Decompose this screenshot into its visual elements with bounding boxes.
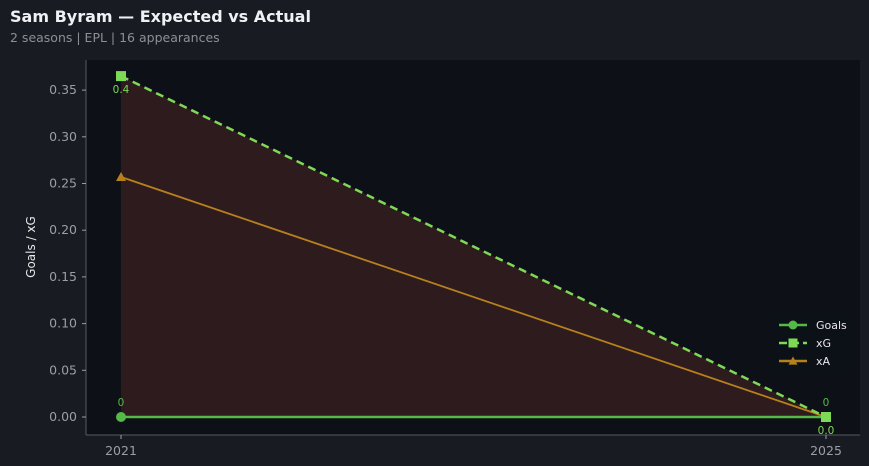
x-tick-label: 2025 <box>810 443 842 458</box>
xg-point <box>821 412 831 422</box>
y-tick-label: 0.25 <box>49 176 77 191</box>
xg-point <box>116 71 126 82</box>
y-tick-label: 0.10 <box>49 316 77 331</box>
xa-line <box>120 176 827 418</box>
goals-data-label: 0 <box>118 397 125 409</box>
chart-subtitle: 2 seasons | EPL | 16 appearances <box>10 30 220 45</box>
legend-label-xg: xG <box>816 337 831 350</box>
xg-line <box>120 74 827 419</box>
chart-title: Sam Byram — Expected vs Actual <box>10 7 311 26</box>
y-tick-label: 0.35 <box>49 82 77 97</box>
xg-data-label: 0.4 <box>113 84 130 96</box>
goals-point <box>788 320 798 330</box>
legend-label-xa: xA <box>816 355 831 368</box>
y-tick-label: 0.00 <box>49 409 77 424</box>
y-axis-label: Goals / xG <box>24 216 38 278</box>
y-tick-label: 0.15 <box>49 269 77 284</box>
xa-point <box>788 356 798 365</box>
x-tick-label: 2021 <box>105 443 137 458</box>
y-tick-label: 0.30 <box>49 129 77 144</box>
goals-data-label: 0 <box>823 397 830 409</box>
y-tick-label: 0.20 <box>49 222 77 237</box>
legend-label-goals: Goals <box>816 319 847 332</box>
y-tick-label: 0.05 <box>49 362 77 377</box>
xa-point <box>116 171 126 181</box>
xg-data-label: 0.0 <box>818 425 835 437</box>
xg-point <box>788 338 798 348</box>
goals-point <box>116 412 126 422</box>
